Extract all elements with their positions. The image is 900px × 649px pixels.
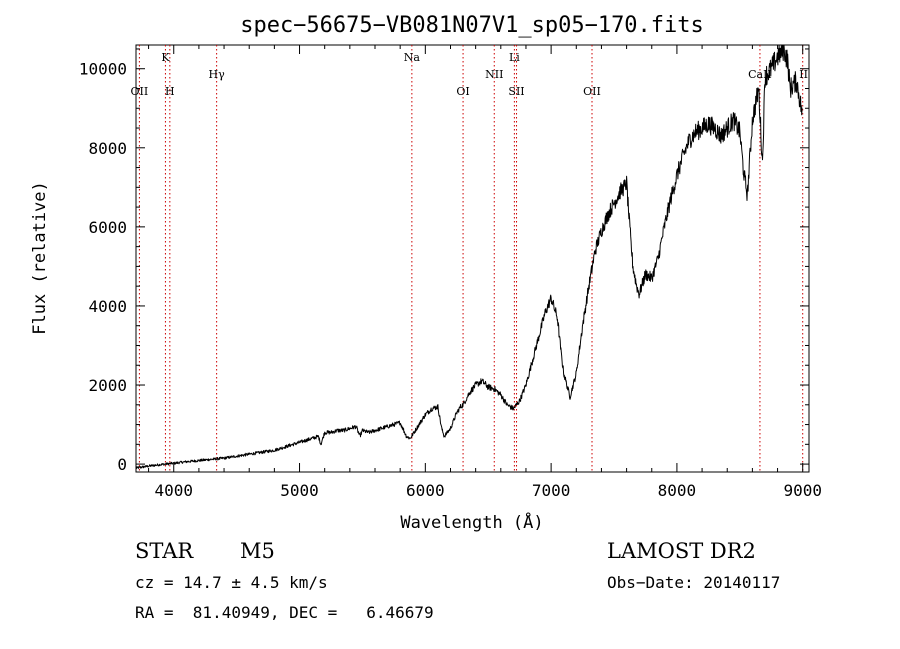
spectral-line-label: H xyxy=(165,85,175,98)
spectral-line-label: OII xyxy=(583,85,601,98)
x-tick-label: 5000 xyxy=(280,481,319,500)
object-class: STAR xyxy=(135,539,194,563)
spectral-line-label: SII xyxy=(508,85,524,98)
spectrum-line xyxy=(135,44,803,469)
spectral-line-label: K xyxy=(161,51,170,64)
x-tick-label: 9000 xyxy=(783,481,822,500)
chart-title: spec−56675−VB081N07V1_sp05−170.fits xyxy=(240,13,704,38)
y-tick-label: 8000 xyxy=(88,139,127,158)
spectral-line-label: OI xyxy=(456,85,469,98)
redshift-cz: cz = 14.7 ± 4.5 km/s xyxy=(135,573,328,592)
object-subclass: M5 xyxy=(240,539,275,563)
x-axis-label: Wavelength (Å) xyxy=(400,511,543,533)
spectral-line-label: NII xyxy=(485,68,503,81)
x-tick-label: 6000 xyxy=(406,481,445,500)
y-tick-label: 6000 xyxy=(88,218,127,237)
survey-name: LAMOST DR2 xyxy=(607,539,756,563)
spectral-line-label: Na xyxy=(404,51,421,64)
y-tick-label: 4000 xyxy=(88,297,127,316)
observation-date: Obs−Date: 20140117 xyxy=(607,573,781,592)
y-axis-label: Flux (relative) xyxy=(30,181,50,335)
x-tick-label: 8000 xyxy=(658,481,697,500)
plot-frame xyxy=(135,44,810,473)
y-tick-label: 10000 xyxy=(79,60,127,79)
x-tick-label: 4000 xyxy=(154,481,193,500)
spectral-line-label: OII xyxy=(131,85,149,98)
spectral-line-label: Li xyxy=(509,51,520,64)
y-tick-label: 2000 xyxy=(88,376,127,395)
x-tick-label: 7000 xyxy=(532,481,571,500)
axis-ticks: 4000 5000 6000 7000 8000 9000 0 2000 4000 6000 800… xyxy=(79,45,822,500)
coordinates: RA = 81.40949, DEC = 6.46679 xyxy=(135,603,434,622)
spectral-line-label: II xyxy=(799,68,808,81)
y-tick-label: 0 xyxy=(117,455,127,474)
spectral-line-label: Hγ xyxy=(209,68,226,81)
